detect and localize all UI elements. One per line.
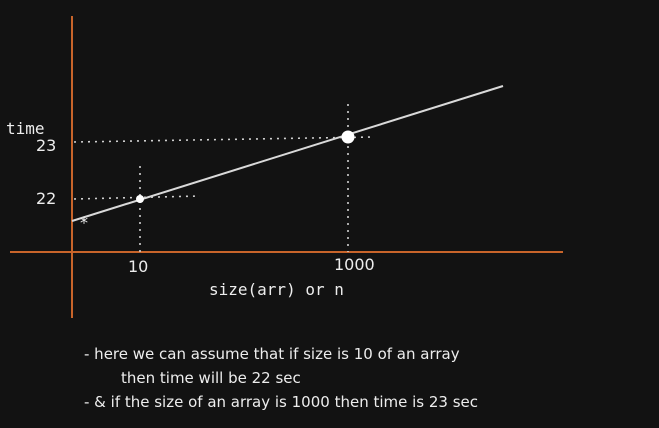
x-axis-title: size(arr) or n: [209, 280, 344, 299]
y-tick-23: 23: [36, 136, 56, 155]
y-tick-22: 22: [36, 189, 56, 208]
point-size-10: [136, 195, 144, 203]
note-line-2: then time will be 22 sec: [121, 369, 301, 387]
x-tick-10: 10: [128, 257, 148, 276]
x-tick-1000: 1000: [334, 255, 375, 274]
note-line-1: - here we can assume that if size is 10 …: [84, 345, 460, 363]
note-line-3: - & if the size of an array is 1000 then…: [84, 393, 479, 411]
guide-horizontal-23: [73, 136, 373, 143]
star-mark: *: [80, 213, 88, 232]
y-axis-title: time: [6, 119, 45, 138]
notes-block: - here we can assume that if size is 10 …: [84, 342, 659, 414]
point-size-1000: [341, 130, 355, 144]
